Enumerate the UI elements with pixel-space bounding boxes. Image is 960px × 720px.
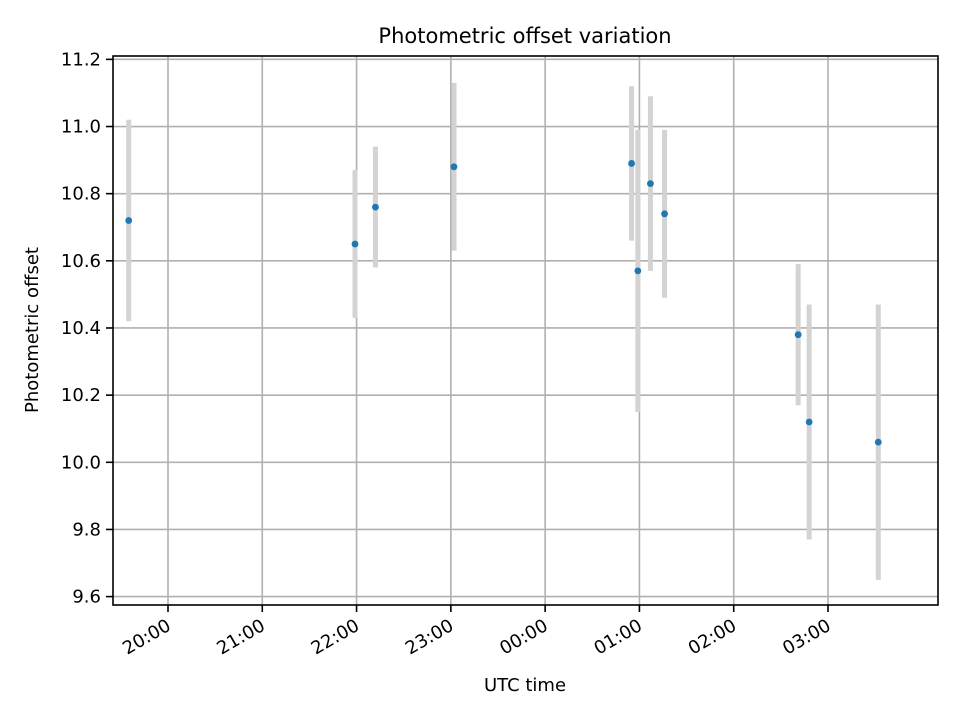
x-axis-label: UTC time xyxy=(484,675,566,696)
grid-lines xyxy=(113,56,938,605)
chart-title: Photometric offset variation xyxy=(378,24,671,48)
y-tick-label: 10.4 xyxy=(61,318,101,339)
x-tick-label: 23:00 xyxy=(402,615,457,659)
y-tick-label: 11.0 xyxy=(61,117,101,138)
data-point-marker xyxy=(661,210,668,218)
y-tick-label: 10.0 xyxy=(61,452,101,473)
y-tick-label: 10.6 xyxy=(61,251,101,272)
data-point-marker xyxy=(647,180,654,187)
data-point-marker xyxy=(805,418,813,426)
data-points xyxy=(125,82,882,580)
y-tick-label: 11.2 xyxy=(61,49,101,70)
axis-ticks: 9.6 9.8 10.0 10.2 10.4 10.6 10.8 11.0 11.2 20:00 2… xyxy=(61,49,835,659)
data-point-marker xyxy=(125,217,133,224)
data-point-marker xyxy=(351,240,359,248)
x-tick-label: 03:00 xyxy=(779,615,834,659)
y-tick-label: 10.2 xyxy=(61,385,101,406)
y-tick-label: 9.8 xyxy=(72,519,101,540)
x-tick-label: 01:00 xyxy=(591,615,646,659)
plot-frame xyxy=(112,55,939,606)
x-tick-label: 21:00 xyxy=(213,615,268,659)
data-point-marker xyxy=(372,203,379,211)
data-point-marker xyxy=(628,160,635,167)
data-point-marker xyxy=(450,163,458,171)
x-tick-label: 02:00 xyxy=(685,615,740,659)
x-tick-label: 00:00 xyxy=(496,615,551,659)
y-tick-label: 9.6 xyxy=(72,587,101,608)
data-point-marker xyxy=(634,267,642,275)
x-tick-label: 22:00 xyxy=(308,615,363,659)
data-point-marker xyxy=(874,438,882,446)
y-axis-label: Photometric offset xyxy=(22,247,43,413)
y-tick-label: 10.8 xyxy=(61,184,101,205)
data-point-marker xyxy=(794,331,802,339)
x-tick-label: 20:00 xyxy=(119,615,174,659)
